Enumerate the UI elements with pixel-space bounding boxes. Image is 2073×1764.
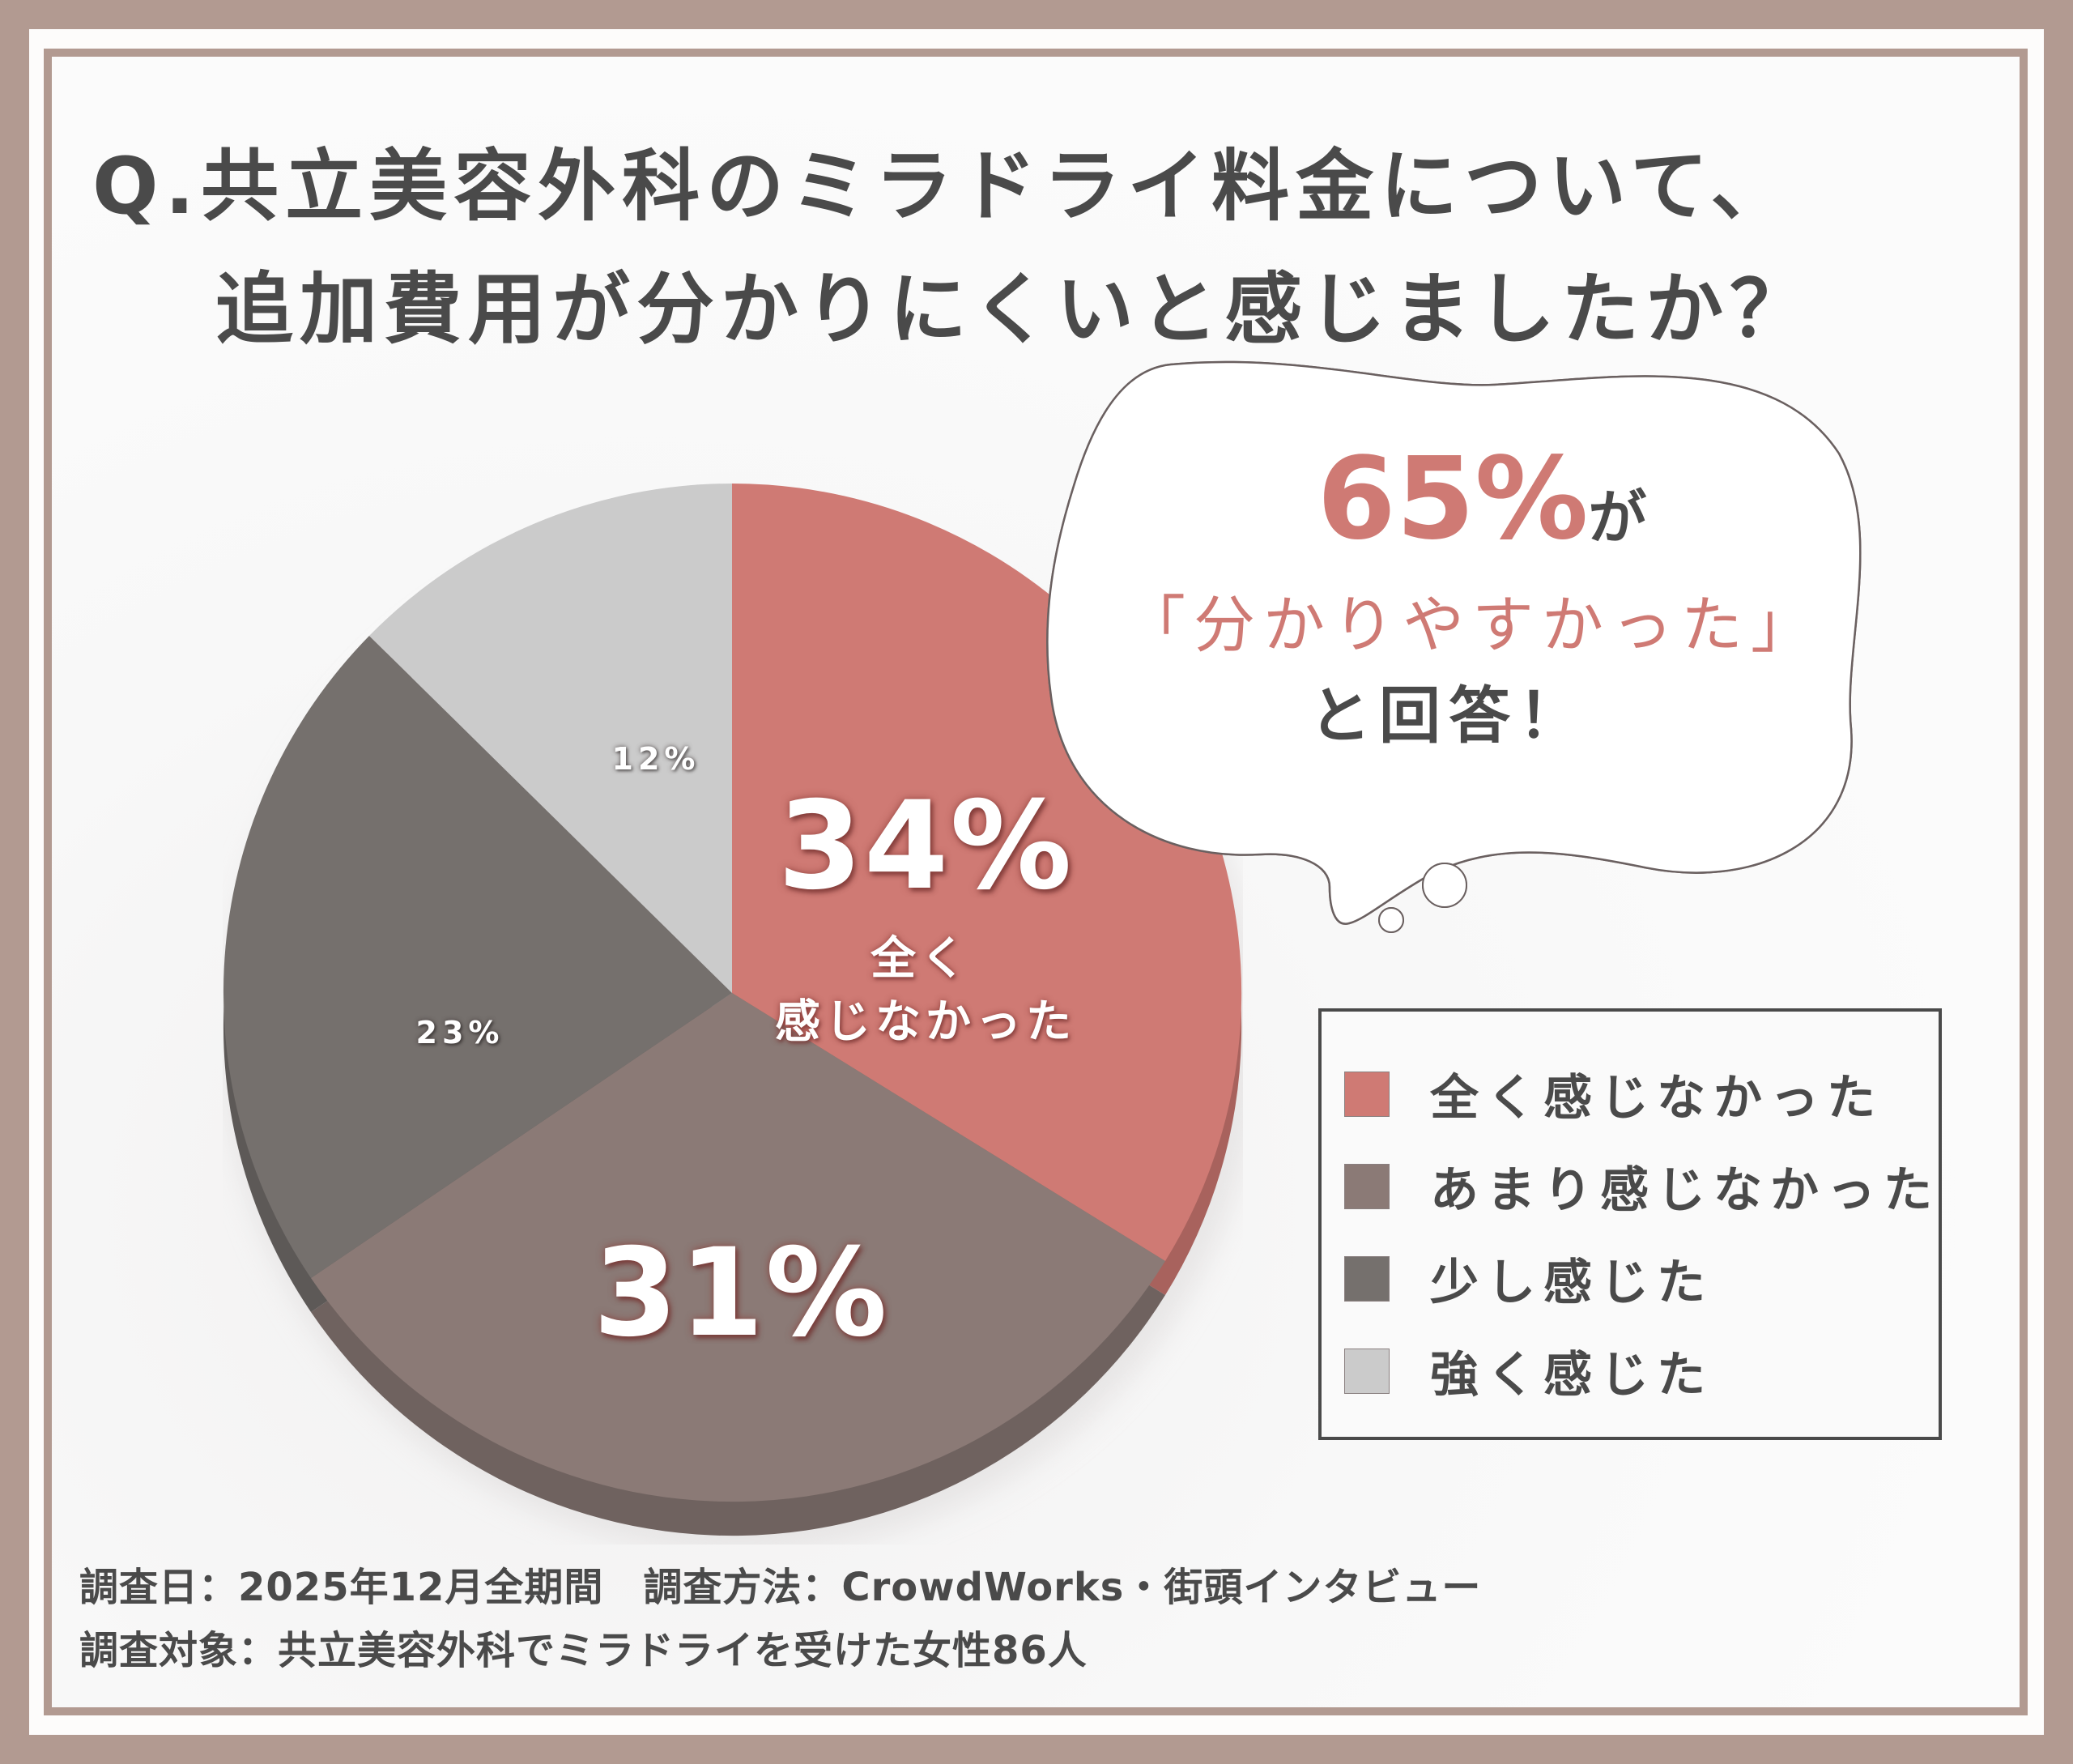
slice4-percent-label: 12% <box>611 741 700 777</box>
legend-label: 少し感じた <box>1430 1255 1713 1311</box>
infographic-panel: Q.共立美容外科のミラドライ料金について、 追加費用が分かりにくいと感じましたか… <box>52 57 2020 1707</box>
callout-headline: 65%が <box>1317 433 1646 565</box>
thought-dot-large <box>1422 863 1467 908</box>
slice1-category-line1: 全く <box>870 932 971 986</box>
slice2-percent-label: 31% <box>593 1223 889 1364</box>
survey-info-line2: 調査対象：共立美容外科でミラドライを受けた女性86人 <box>79 1628 1088 1673</box>
callout-bubble <box>1046 360 1862 933</box>
legend-swatch <box>1344 1255 1390 1302</box>
question-title-line2: 追加費用が分かりにくいと感じましたか？ <box>215 264 1815 355</box>
legend-label: 強く感じた <box>1430 1347 1713 1404</box>
slice-sukoshi <box>223 636 732 1278</box>
legend-swatch <box>1344 1071 1390 1117</box>
legend-item-tsuyoku: 強く感じた <box>1344 1336 1713 1406</box>
slice-amari <box>311 993 1165 1502</box>
chart-legend: 全く感じなかった あまり感じなかった 少し感じた 強く感じた <box>1318 1008 1942 1440</box>
slice1-percent-label: 34% <box>777 776 1074 917</box>
legend-swatch <box>1344 1348 1390 1394</box>
thought-dot-small <box>1378 907 1404 933</box>
slice-tsuyoku <box>369 484 732 993</box>
legend-swatch <box>1344 1163 1390 1209</box>
slice1-category-line2: 感じなかった <box>775 995 1076 1049</box>
slice3-percent-label: 23% <box>415 1015 504 1050</box>
legend-label: あまり感じなかった <box>1430 1162 1940 1219</box>
question-title-line1: Q.共立美容外科のミラドライ料金について、 <box>92 141 1795 232</box>
legend-item-sukoshi: 少し感じた <box>1344 1243 1713 1314</box>
legend-item-amari: あまり感じなかった <box>1344 1151 1940 1221</box>
survey-info-line1: 調査日：2025年12月全期間 調査方法：CrowdWorks・街頭インタビュー <box>79 1565 1482 1610</box>
callout-quote: 「分かりやすかった」 <box>1124 589 1820 661</box>
legend-label: 全く感じなかった <box>1430 1070 1884 1127</box>
callout-particle: が <box>1588 484 1647 552</box>
bubble-shape <box>1046 360 1862 925</box>
callout-answer: と回答！ <box>1309 680 1588 752</box>
legend-item-zenzen: 全く感じなかった <box>1344 1059 1884 1129</box>
callout-percent: 65% <box>1317 433 1589 565</box>
